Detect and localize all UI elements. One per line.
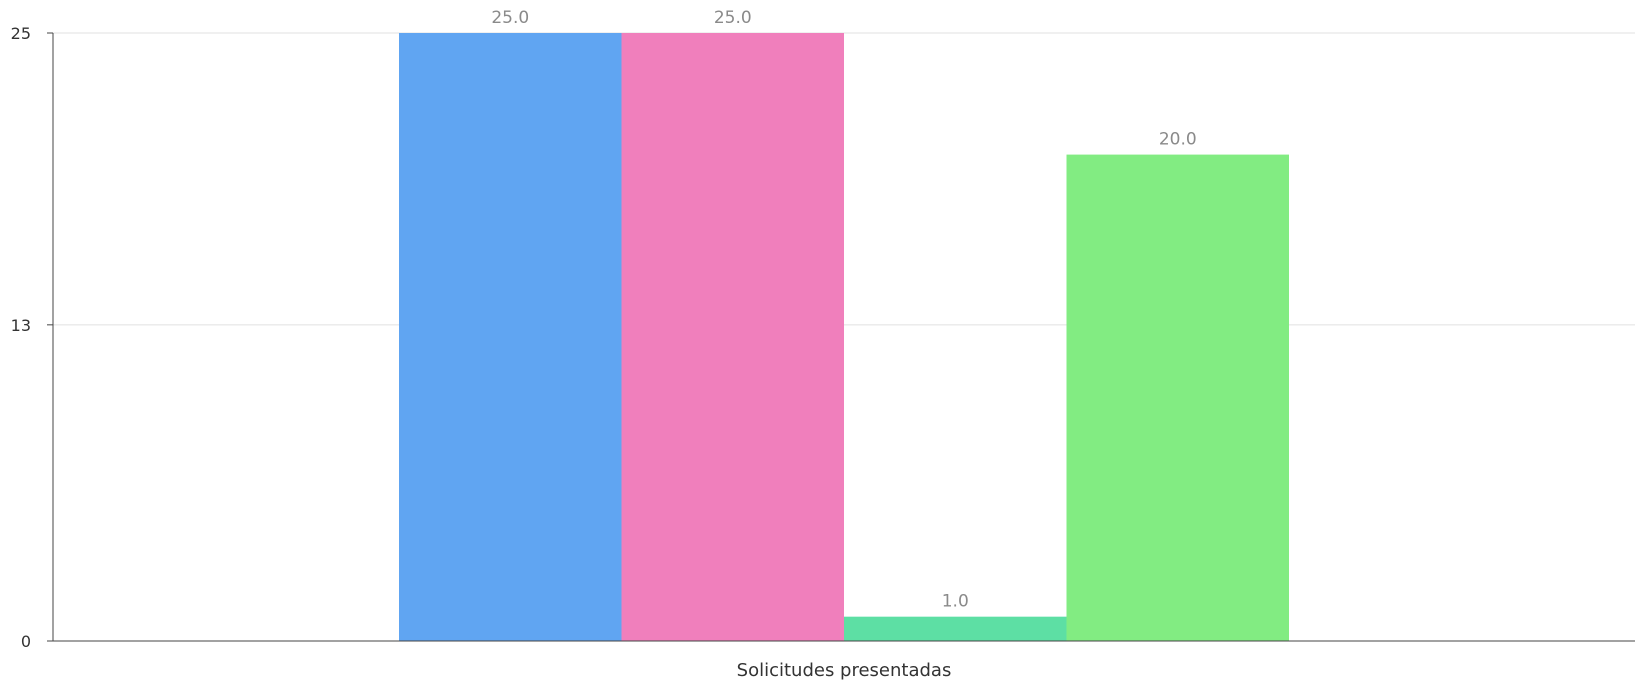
y-tick-label: 13 <box>11 316 31 335</box>
bar-value-label: 25.0 <box>714 8 752 28</box>
bar-series-1[interactable] <box>399 33 622 641</box>
bar-value-label: 1.0 <box>942 592 969 612</box>
y-axis-ticks: 0 13 25 <box>11 24 53 651</box>
value-labels: 25.0 25.0 1.0 20.0 <box>491 8 1196 612</box>
y-tick-label: 0 <box>21 632 31 651</box>
bars <box>399 33 1289 641</box>
bar-series-2[interactable] <box>621 33 845 641</box>
bar-series-4[interactable] <box>1066 154 1290 641</box>
y-tick-label: 25 <box>11 24 31 43</box>
bar-value-label: 25.0 <box>491 8 529 28</box>
x-axis-categories: Solicitudes presentadas <box>737 660 952 681</box>
category-label: Solicitudes presentadas <box>737 660 952 681</box>
bar-series-3[interactable] <box>844 616 1067 641</box>
bar-value-label: 20.0 <box>1159 130 1197 150</box>
